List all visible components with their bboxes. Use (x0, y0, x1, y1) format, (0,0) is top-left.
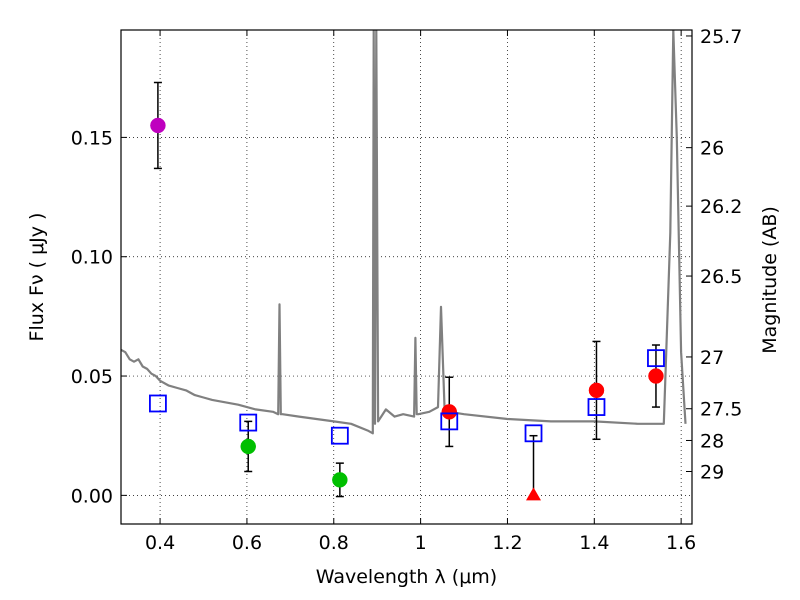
model-photometry-marker (330, 426, 349, 445)
model-photometry-marker (239, 413, 258, 432)
x-tick-label: 0.6 (232, 532, 262, 554)
axis-ticks: 0.4 0.6 0.8 1 1.2 1.4 1.6 0.00 0.05 0.10 0.15 25.7 2… (71, 26, 743, 554)
right-tick-label: 27.5 (700, 399, 742, 421)
red-points-marker (588, 382, 605, 399)
right-tick-label: 26 (700, 138, 724, 160)
x-tick-label: 0.4 (145, 532, 175, 554)
y-tick-label: 0.10 (71, 247, 113, 269)
model-photometry-marker (149, 394, 167, 413)
plot-frame (120, 29, 693, 525)
x-tick-label: 0.8 (319, 532, 349, 554)
green-points-marker (240, 438, 256, 455)
y-axis-label: Flux Fν ( μJy ) (26, 213, 48, 342)
red-points-marker (441, 404, 458, 420)
x-tick-label: 1.4 (579, 532, 609, 554)
right-tick-label: 25.7 (700, 26, 742, 48)
model-photometry-marker (587, 398, 606, 416)
magenta-point-marker (150, 117, 166, 134)
template-spectrum (121, 30, 687, 435)
x-tick-label: 1.2 (492, 532, 522, 554)
x-tick-label: 1 (415, 532, 427, 554)
data-points-layer (149, 81, 665, 501)
right-tick-label: 28 (700, 430, 724, 452)
model-photometry-marker (524, 424, 543, 443)
model-photometry-marker (647, 349, 665, 368)
spectrum-layer (121, 30, 687, 435)
red-points-marker (648, 368, 664, 384)
right-tick-label: 26.5 (700, 266, 742, 288)
gridlines (121, 30, 692, 524)
model-photometry-marker (440, 412, 459, 431)
right-tick-label: 26.2 (700, 196, 742, 218)
y-axis-right-label: Magnitude (AB) (759, 206, 781, 354)
y-tick-label: 0.05 (71, 366, 113, 388)
x-axis-label: Wavelength λ (μm) (316, 566, 497, 588)
x-tick-label: 1.6 (666, 532, 696, 554)
right-tick-label: 29 (700, 461, 724, 483)
red-upper-limit-marker (526, 487, 542, 501)
y-tick-label: 0.15 (71, 127, 113, 149)
y-tick-label: 0.00 (71, 485, 113, 507)
right-tick-label: 27 (700, 347, 724, 369)
green-points-marker (332, 472, 348, 488)
